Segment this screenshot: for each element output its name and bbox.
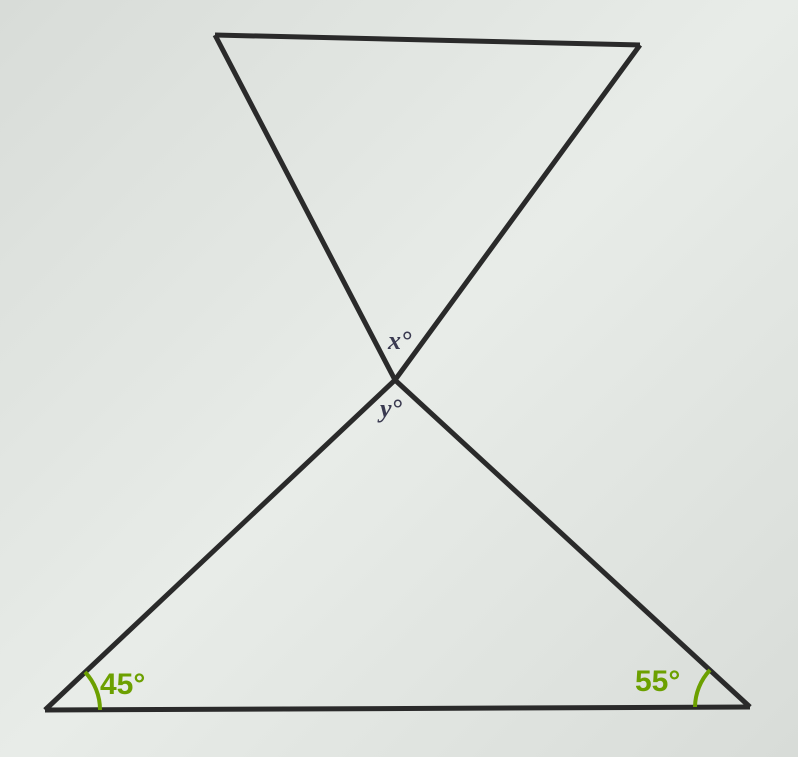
x-angle-label: x° (388, 326, 411, 356)
bottom-right-side (395, 380, 750, 707)
y-angle-label: y° (380, 394, 402, 424)
top-base-line (215, 35, 640, 45)
angle-arc-55 (695, 670, 710, 707)
geometry-svg (0, 0, 798, 757)
bottom-base-line (45, 707, 750, 710)
bottom-triangle (45, 380, 750, 710)
top-triangle (215, 35, 640, 380)
bottom-left-side (45, 380, 395, 710)
diagram-container: x° y° 45° 55° (0, 0, 798, 757)
top-left-side (215, 35, 395, 380)
angle-55-label: 55° (635, 665, 680, 699)
angle-arc-45 (85, 672, 100, 710)
angle-45-label: 45° (100, 668, 145, 702)
top-right-side (395, 45, 640, 380)
